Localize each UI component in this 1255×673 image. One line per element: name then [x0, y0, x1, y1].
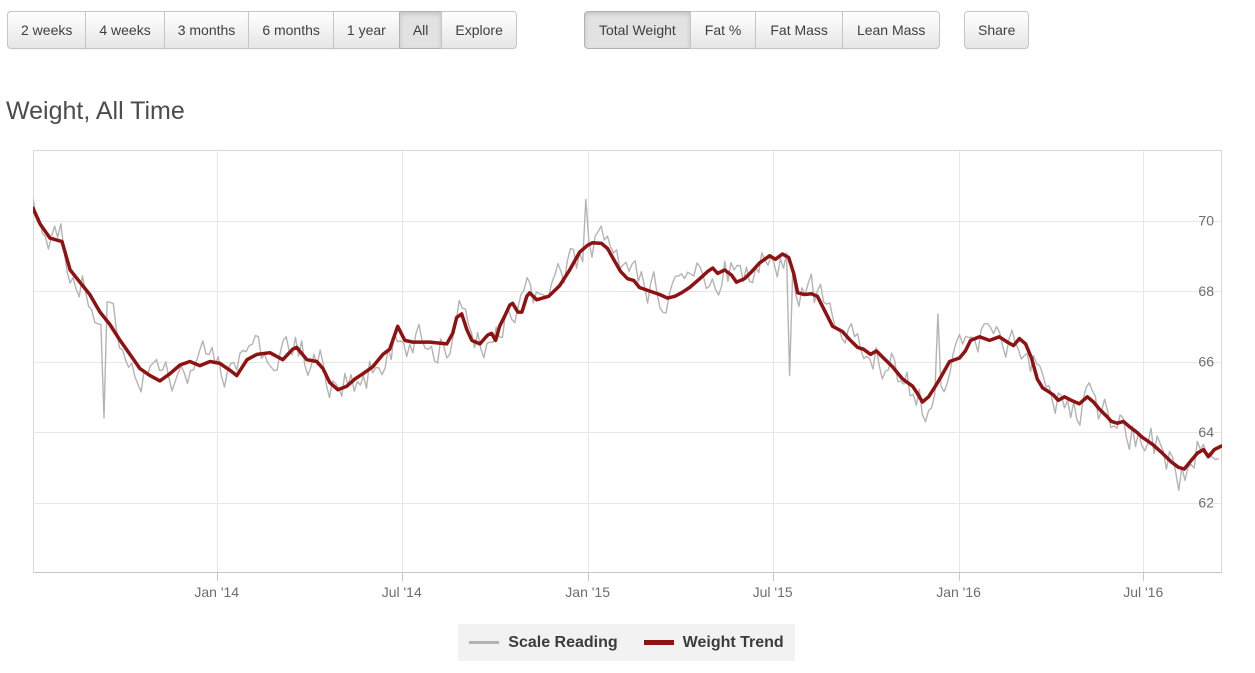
x-axis-label: Jan '14	[194, 584, 239, 600]
time-range-button-group: 2 weeks 4 weeks 3 months 6 months 1 year All E…	[7, 11, 517, 49]
x-axis-label: Jul '15	[753, 584, 793, 600]
legend-label: Weight Trend	[682, 633, 784, 651]
metric-button-fat-mass[interactable]: Fat Mass	[755, 11, 843, 49]
metric-button-total-weight[interactable]: Total Weight	[584, 11, 691, 49]
metric-button-lean-mass[interactable]: Lean Mass	[841, 11, 941, 49]
metric-button-fat-[interactable]: Fat %	[689, 11, 757, 49]
y-axis-label: 66	[1198, 354, 1214, 370]
range-button-3-months[interactable]: 3 months	[163, 11, 250, 49]
range-button-6-months[interactable]: 6 months	[248, 11, 334, 49]
y-axis-label: 62	[1198, 495, 1214, 511]
page-title: Weight, All Time	[6, 96, 185, 125]
y-axis-label: 64	[1198, 424, 1214, 440]
legend-swatch	[643, 640, 674, 645]
range-button-all[interactable]: All	[398, 11, 443, 49]
range-button-2-weeks[interactable]: 2 weeks	[7, 11, 87, 49]
scale-reading-line	[32, 198, 1220, 491]
legend-label: Scale Reading	[508, 633, 618, 651]
x-axis-label: Jul '14	[382, 584, 422, 600]
legend-item-scale-reading: Scale Reading	[469, 633, 618, 652]
x-axis-label: Jul '16	[1123, 584, 1163, 600]
weight-chart: 62 64 66 68 70 Jan '14 Jul '14 Jan '15 Jul '15 Ja…	[31, 150, 1224, 610]
y-axis-label: 68	[1198, 283, 1214, 299]
chart-canvas: 62 64 66 68 70 Jan '14 Jul '14 Jan '15 Jul '15 Ja…	[31, 150, 1224, 600]
metric-button-group: Total Weight Fat % Fat Mass Lean Mass	[584, 11, 941, 49]
y-axis-label: 70	[1198, 213, 1214, 229]
x-axis-label: Jan '15	[565, 584, 610, 600]
range-button-4-weeks[interactable]: 4 weeks	[85, 11, 165, 49]
legend-item-weight-trend: Weight Trend	[643, 633, 784, 652]
x-axis-label: Jan '16	[936, 584, 981, 600]
range-button-1-year[interactable]: 1 year	[332, 11, 400, 49]
share-button[interactable]: Share	[964, 11, 1030, 49]
range-button-explore[interactable]: Explore	[441, 11, 517, 49]
legend-swatch	[469, 641, 500, 644]
weight-trend-line	[31, 206, 1224, 471]
chart-legend: Scale Reading Weight Trend	[458, 624, 795, 661]
